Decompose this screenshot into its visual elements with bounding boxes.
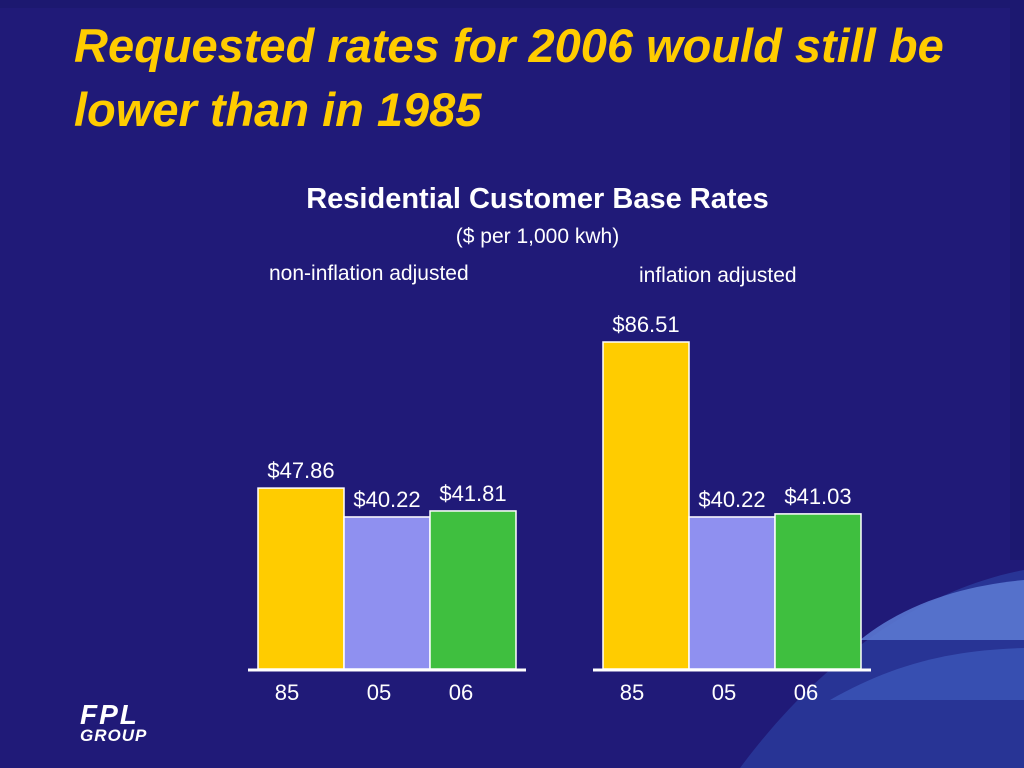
top-edge-band <box>0 0 1024 8</box>
right-edge-band <box>1010 0 1024 560</box>
tick-label: 06 <box>794 680 818 705</box>
bar-1-06 <box>774 513 862 670</box>
data-label: $41.81 <box>439 481 506 506</box>
data-label: $40.22 <box>698 487 765 512</box>
slide-headline: Requested rates for 2006 would still be … <box>74 19 944 136</box>
chart-subtitle: ($ per 1,000 kwh) <box>455 225 620 248</box>
data-label: $86.51 <box>612 312 679 337</box>
bar-0-85 <box>257 487 345 670</box>
group-label-inflation: inflation adjusted <box>639 264 797 287</box>
fpl-group-logo: FPL GROUP <box>80 700 147 744</box>
bar-1-85 <box>602 341 690 670</box>
group-label-nominal: non-inflation adjusted <box>269 262 469 285</box>
tick-label: 05 <box>712 680 736 705</box>
logo-text-group: GROUP <box>80 726 147 744</box>
data-label: $41.03 <box>784 484 851 509</box>
data-label: $47.86 <box>267 458 334 483</box>
tick-label: 85 <box>620 680 644 705</box>
bar-0-06 <box>429 510 517 670</box>
bar-0-05 <box>343 516 431 670</box>
logo-text-fpl: FPL <box>80 700 139 730</box>
bar-1-05 <box>688 516 776 670</box>
tick-label: 05 <box>367 680 391 705</box>
chart-title: Residential Customer Base Rates <box>306 183 769 215</box>
tick-label: 85 <box>275 680 299 705</box>
tick-label: 06 <box>449 680 473 705</box>
data-label: $40.22 <box>353 487 420 512</box>
